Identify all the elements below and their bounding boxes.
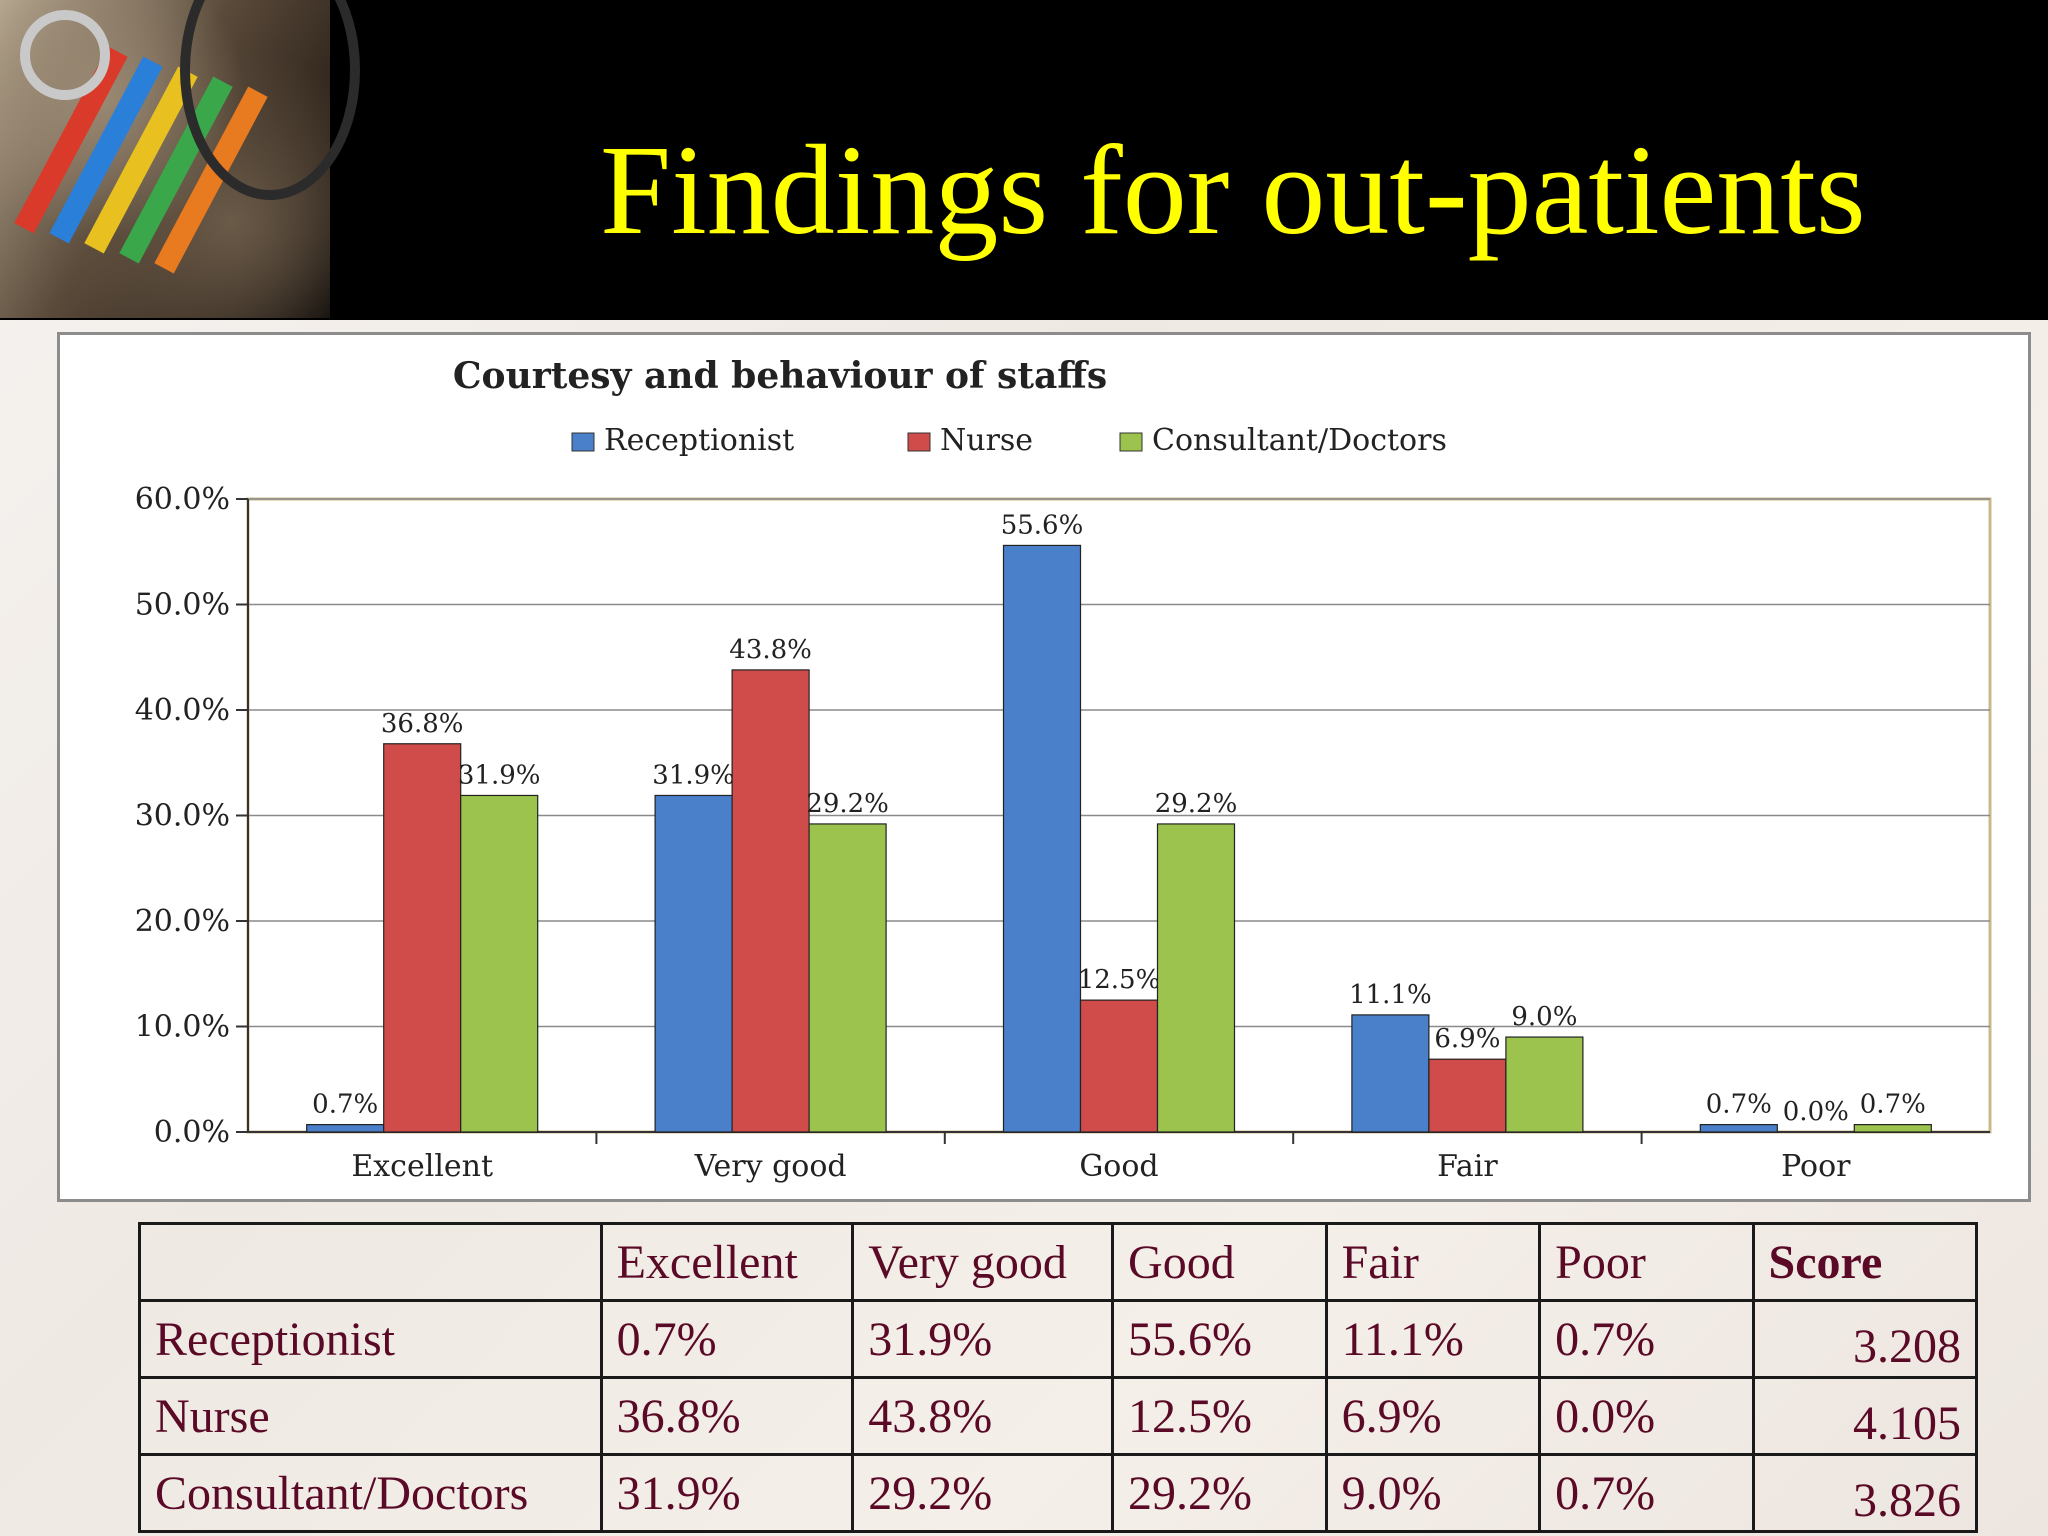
- data-label: 36.8%: [381, 709, 464, 739]
- bar-receptionist-fair: [1351, 1014, 1430, 1133]
- table-cell: 12.5%: [1111, 1376, 1328, 1456]
- bar-consultant-doctors-fair: [1505, 1036, 1584, 1133]
- table-cell: 0.7%: [1538, 1453, 1755, 1533]
- table-cell: 31.9%: [599, 1453, 855, 1533]
- bar-receptionist-poor: [1699, 1124, 1778, 1133]
- table-row: Receptionist 0.7% 31.9% 55.6% 11.1% 0.7% 3.208: [138, 1299, 1979, 1379]
- data-label: 0.0%: [1783, 1097, 1849, 1127]
- table-cell: 6.9%: [1324, 1376, 1542, 1456]
- bar-consultant-doctors-excellent: [460, 794, 539, 1133]
- legend-swatch: [1119, 432, 1143, 452]
- data-label: 43.8%: [729, 635, 812, 665]
- bar-receptionist-very-good: [654, 794, 733, 1133]
- data-label: 0.7%: [1706, 1090, 1772, 1120]
- table-header-cell: Good: [1111, 1222, 1328, 1302]
- y-tick-label: 50.0%: [135, 588, 230, 623]
- bar-consultant-doctors-poor: [1853, 1124, 1932, 1133]
- table-header-cell: Excellent: [599, 1222, 855, 1302]
- x-tick-label: Good: [1079, 1149, 1158, 1184]
- table-cell: 31.9%: [851, 1299, 1115, 1379]
- results-table-body: Excellent Very good Good Fair Poor Score Recep…: [138, 1222, 1979, 1533]
- legend-item: Consultant/Doctors: [1119, 423, 1447, 458]
- score-cell: 3.826: [1751, 1453, 1979, 1533]
- legend-item: Nurse: [907, 423, 1033, 458]
- table-row: Consultant/Doctors 31.9% 29.2% 29.2% 9.0% 0.7…: [138, 1453, 1979, 1533]
- header-medical-photo: [0, 0, 360, 318]
- x-tick-label: Very good: [694, 1149, 847, 1184]
- table-cell: 0.7%: [1538, 1299, 1755, 1379]
- data-label: 29.2%: [806, 789, 889, 819]
- bar-receptionist-good: [1002, 544, 1082, 1133]
- bar-chart: Courtesy and behaviour of staffs Recepti…: [135, 355, 1992, 1184]
- table-header-row: Excellent Very good Good Fair Poor Score: [138, 1222, 1979, 1302]
- bar-nurse-fair: [1428, 1058, 1507, 1133]
- plot-area: 0.0% 10.0% 20.0% 30.0% 40.0% 50.0% 60.0% 0.7% 36…: [135, 482, 1992, 1184]
- data-label: 29.2%: [1155, 789, 1238, 819]
- y-tick-label: 60.0%: [135, 482, 230, 517]
- table-cell: 9.0%: [1324, 1453, 1542, 1533]
- table-header-cell: Score: [1751, 1222, 1979, 1302]
- chart-frame: Courtesy and behaviour of staffs Recepti…: [57, 332, 2031, 1202]
- bar-nurse-very-good: [731, 669, 810, 1133]
- results-table: Excellent Very good Good Fair Poor Score Recep…: [138, 1222, 1979, 1533]
- chart-legend: Receptionist Nurse Consultant/Doctors: [571, 423, 1447, 458]
- y-tick-label: 40.0%: [135, 693, 230, 728]
- data-label: 6.9%: [1434, 1024, 1500, 1054]
- row-label: Nurse: [138, 1376, 603, 1456]
- table-cell: 0.0%: [1538, 1376, 1755, 1456]
- bar-receptionist-excellent: [306, 1124, 385, 1133]
- score-cell: 4.105: [1751, 1376, 1979, 1456]
- table-cell: 36.8%: [599, 1376, 855, 1456]
- legend-label: Nurse: [940, 423, 1033, 458]
- x-tick-label: Excellent: [351, 1149, 493, 1184]
- slide-header: Findings for out-patients: [0, 0, 2048, 320]
- data-label: 0.7%: [312, 1090, 378, 1120]
- x-tick-label: Poor: [1781, 1149, 1851, 1184]
- data-label: 55.6%: [1001, 510, 1084, 540]
- bar-consultant-doctors-good: [1156, 823, 1236, 1133]
- table-cell: 29.2%: [1111, 1453, 1328, 1533]
- legend-label: Consultant/Doctors: [1152, 423, 1447, 458]
- data-label: 0.7%: [1860, 1090, 1926, 1120]
- data-label: 12.5%: [1078, 965, 1161, 995]
- legend-swatch: [907, 432, 931, 452]
- table-header-cell: Fair: [1324, 1222, 1542, 1302]
- bar-nurse-good: [1079, 999, 1159, 1133]
- chart-title: Courtesy and behaviour of staffs: [453, 355, 1107, 397]
- data-label: 11.1%: [1349, 980, 1432, 1010]
- y-tick-label: 0.0%: [154, 1115, 230, 1150]
- y-tick-label: 20.0%: [135, 904, 230, 939]
- table-cell: 11.1%: [1324, 1299, 1542, 1379]
- legend-label: Receptionist: [604, 423, 794, 458]
- data-label: 9.0%: [1511, 1002, 1577, 1032]
- score-cell: 3.208: [1751, 1299, 1979, 1379]
- data-label: 31.9%: [458, 760, 541, 790]
- table-cell: 43.8%: [851, 1376, 1115, 1456]
- y-tick-label: 10.0%: [135, 1010, 230, 1045]
- table-row: Nurse 36.8% 43.8% 12.5% 6.9% 0.0% 4.105: [138, 1376, 1979, 1456]
- table-cell: 29.2%: [851, 1453, 1115, 1533]
- table-header-cell: Poor: [1538, 1222, 1755, 1302]
- y-tick-label: 30.0%: [135, 799, 230, 834]
- row-label: Receptionist: [138, 1299, 603, 1379]
- table-cell: 0.7%: [599, 1299, 855, 1379]
- legend-swatch: [571, 432, 595, 452]
- row-label: Consultant/Doctors: [138, 1453, 603, 1533]
- data-label: 31.9%: [652, 760, 735, 790]
- table-header-cell: [138, 1222, 603, 1302]
- legend-item: Receptionist: [571, 423, 794, 458]
- bar-consultant-doctors-very-good: [808, 823, 887, 1133]
- slide-title: Findings for out-patients: [600, 119, 1866, 261]
- x-tick-label: Fair: [1437, 1149, 1498, 1184]
- table-header-cell: Very good: [851, 1222, 1115, 1302]
- bar-nurse-excellent: [383, 743, 462, 1133]
- table-cell: 55.6%: [1111, 1299, 1328, 1379]
